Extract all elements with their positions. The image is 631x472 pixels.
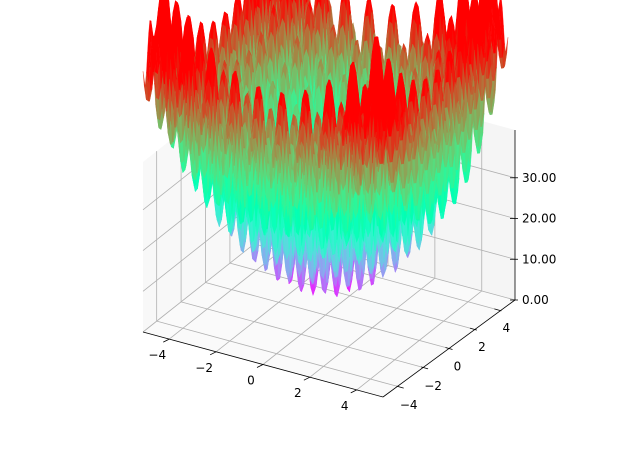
y-grid-floor bbox=[229, 262, 471, 329]
surface-mesh bbox=[142, 0, 509, 298]
floor-pane bbox=[143, 233, 515, 397]
surface-facet bbox=[244, 0, 246, 5]
y-grid-floor bbox=[180, 301, 422, 368]
y-grid-floor bbox=[205, 282, 446, 348]
y-grid-floor bbox=[156, 320, 397, 387]
